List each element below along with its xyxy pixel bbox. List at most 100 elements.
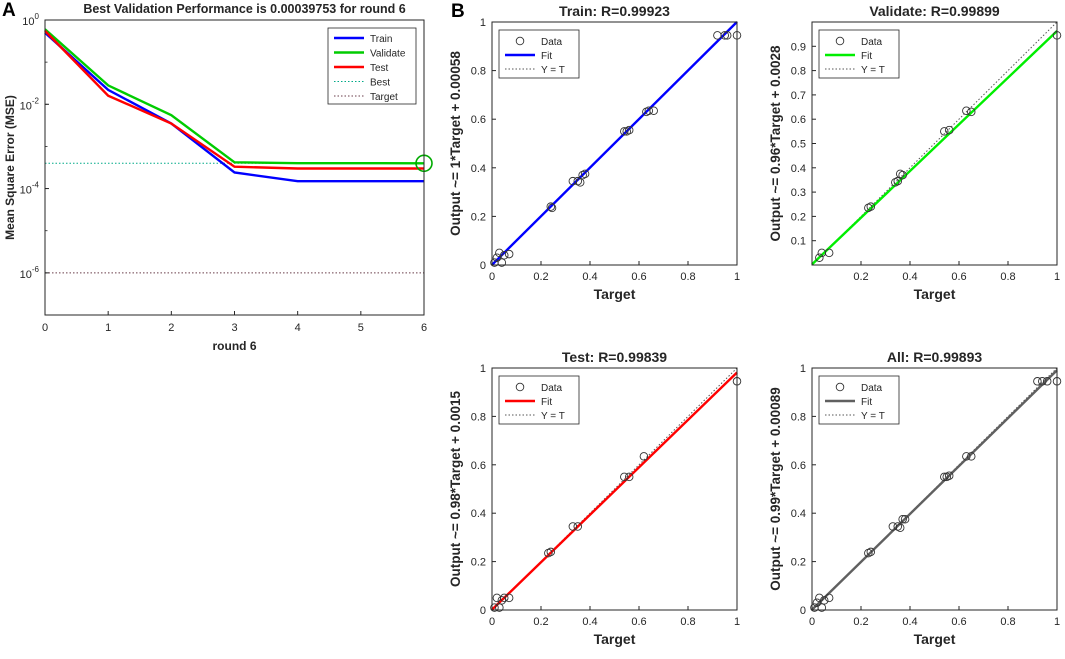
y-tick-label: 1 <box>800 363 806 375</box>
data-point <box>546 202 556 211</box>
fit-line <box>811 369 1058 611</box>
data-point <box>962 106 971 115</box>
data-point <box>944 471 954 480</box>
x-tick-label: 2 <box>168 322 174 334</box>
y-tick-label: 0.8 <box>791 66 806 78</box>
chart-title: Best Validation Performance is 0.0003975… <box>83 2 405 16</box>
test-regression-chart: 0 0.2 0.4 0.6 0.8 1 0 0.2 0.4 0.6 0.8 1 Test: R=0.99… <box>448 349 742 647</box>
panel-label-a: A <box>2 0 16 21</box>
data-point <box>900 515 910 524</box>
legend-label-identity: Y = T <box>541 65 565 76</box>
x-tick-label: 0.8 <box>1000 616 1015 628</box>
series-line-validate <box>44 28 425 165</box>
y-tick-label: 0.4 <box>471 163 486 175</box>
series-line-test <box>44 30 424 170</box>
y-tick-label: 0.2 <box>791 557 806 569</box>
y-tick-label: 0.8 <box>471 66 486 78</box>
legend: Train Validate Test Best Target <box>327 27 417 105</box>
data-point <box>649 106 658 115</box>
data-point <box>967 107 976 117</box>
data-point <box>820 596 829 605</box>
y-tick-label: 0 <box>480 260 486 272</box>
x-tick-label: 0.6 <box>631 271 646 283</box>
data-point <box>866 547 876 557</box>
y-tick-label: 1 <box>480 17 486 29</box>
x-axis-label: Target <box>914 286 956 302</box>
legend-label-data: Data <box>861 383 883 394</box>
x-tick-label: 1 <box>734 271 740 283</box>
data-point <box>898 170 907 180</box>
y-tick-label: 0.6 <box>471 460 486 472</box>
x-tick-label: 0.8 <box>680 271 695 283</box>
data-point <box>620 472 629 482</box>
mse-chart: 0 1 2 3 4 5 6 100 10-2 10-4 10-6 Best Validation Pe… <box>3 2 433 353</box>
legend-label-identity: Y = T <box>861 65 885 76</box>
y-tick-label: 0.2 <box>471 211 486 223</box>
legend-label-identity: Y = T <box>541 411 565 422</box>
y-tick-label: 0.6 <box>471 114 486 126</box>
data-point <box>812 598 822 607</box>
data-point <box>815 593 824 603</box>
legend-label-fit: Fit <box>541 51 552 62</box>
x-tick-label: 1 <box>105 322 111 334</box>
validate-regression-chart: 0.2 0.4 0.6 0.8 1 0.1 0.2 0.3 0.4 0.5 0.6 0.7 0.8 0.9… <box>768 3 1062 302</box>
y-tick-label: 0.4 <box>791 163 806 175</box>
y-tick-label: 0.2 <box>471 557 486 569</box>
data-point <box>824 248 834 258</box>
x-axis-label: round 6 <box>213 339 257 353</box>
x-tick-label: 6 <box>421 322 427 334</box>
data-point <box>492 253 502 262</box>
data-point <box>1042 377 1052 386</box>
y-tick-label: 10-2 <box>20 96 40 112</box>
data-point <box>962 452 971 461</box>
legend-label-target: Target <box>370 92 398 103</box>
fit-line <box>811 30 1058 266</box>
legend-swatch-data <box>835 36 845 46</box>
x-tick-label: 0.2 <box>533 616 548 628</box>
data-point <box>815 253 824 262</box>
y-tick-label: 0.3 <box>791 187 806 199</box>
x-tick-label: 4 <box>295 322 301 334</box>
axes-box <box>491 21 738 266</box>
legend-label-test: Test <box>370 63 389 74</box>
data-point <box>580 169 590 179</box>
legend: Data Fit Y = T <box>818 375 900 425</box>
data-point <box>720 31 730 40</box>
axes-box <box>491 367 738 611</box>
identity-line <box>811 21 1058 266</box>
data-point <box>624 472 634 482</box>
x-tick-label: 0.6 <box>951 616 966 628</box>
data-point <box>893 176 903 186</box>
data-point <box>898 515 907 524</box>
data-point <box>866 202 876 211</box>
data-point <box>620 127 629 136</box>
x-tick-label: 0.4 <box>902 271 917 283</box>
legend-label-validate: Validate <box>370 49 406 60</box>
data-point <box>497 258 507 267</box>
x-tick-label: 0.4 <box>582 616 597 628</box>
data-point <box>504 249 514 259</box>
x-tick-label: 1 <box>1054 271 1060 283</box>
y-tick-label: 0.2 <box>791 211 806 223</box>
x-tick-label: 0 <box>489 271 495 283</box>
data-point <box>500 593 509 603</box>
y-tick-label: 0 <box>480 605 486 617</box>
legend-label-best: Best <box>370 78 390 89</box>
y-tick-label: 0.9 <box>791 41 806 53</box>
data-point <box>575 178 585 187</box>
x-tick-label: 0.4 <box>902 616 917 628</box>
data-point <box>940 472 949 482</box>
y-tick-label: 0.6 <box>791 114 806 126</box>
y-tick-label: 0.8 <box>471 411 486 423</box>
y-tick-label: 0.4 <box>791 508 806 520</box>
x-tick-label: 5 <box>358 322 364 334</box>
y-axis-label: Output ~= 0.98*Target + 0.0015 <box>448 391 463 587</box>
data-point <box>547 203 557 213</box>
data-point <box>495 248 504 258</box>
data-point <box>1038 377 1047 386</box>
data-point <box>644 106 654 115</box>
x-tick-label: 0 <box>489 616 495 628</box>
legend: Data Fit Y = T <box>498 29 580 79</box>
legend-swatch-data <box>835 382 845 392</box>
x-tick-label: 0.2 <box>533 271 548 283</box>
